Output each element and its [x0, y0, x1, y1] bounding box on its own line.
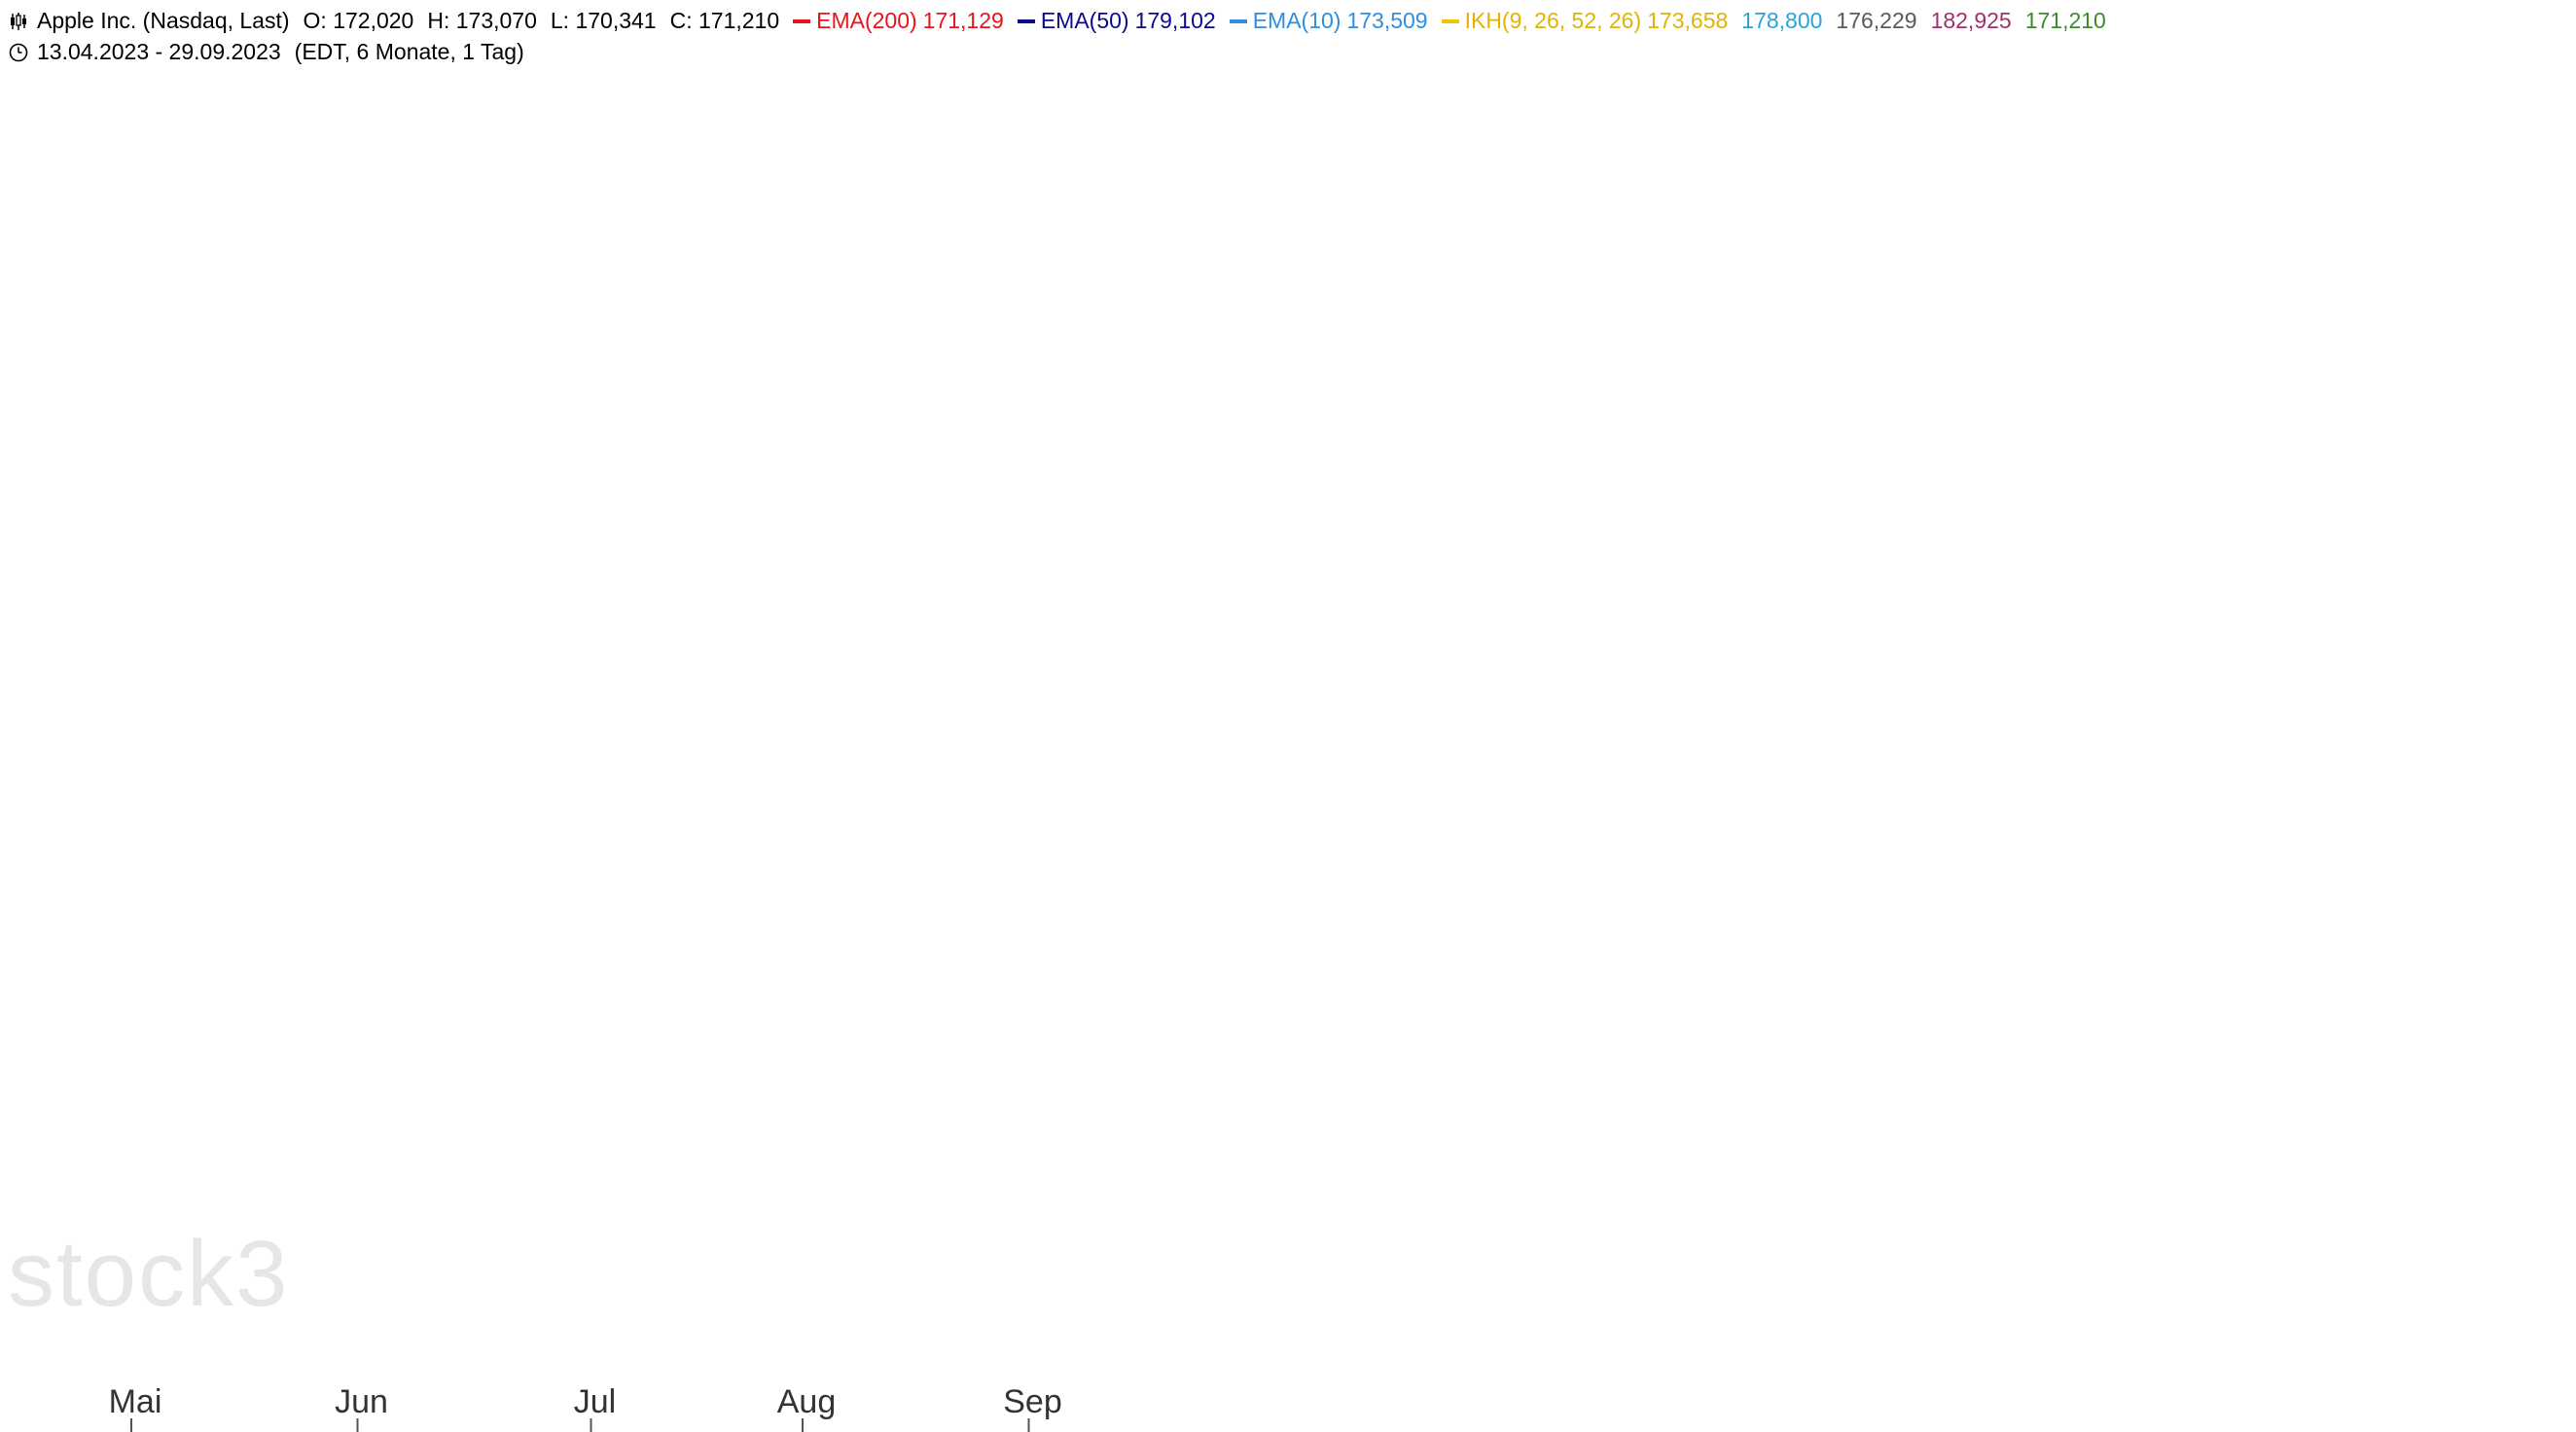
ikh-value-1: 173,658 — [1647, 8, 1729, 33]
candlestick-icon — [11, 12, 26, 30]
chart-subheader: 13.04.2023 - 29.09.2023 (EDT, 6 Monate, … — [8, 39, 538, 65]
ema10-label: EMA(10) — [1252, 8, 1342, 33]
ikh-value-5: 171,210 — [2024, 8, 2106, 33]
x-tick-label: Jun — [335, 1383, 388, 1420]
low-value: L: 170,341 — [550, 8, 657, 33]
ema10-value: 173,509 — [1346, 8, 1428, 33]
open-value: O: 172,020 — [303, 8, 414, 33]
ikh-value-2: 178,800 — [1741, 8, 1823, 33]
instrument-name: Apple Inc. (Nasdaq, Last) — [37, 8, 290, 33]
x-tick-label: Jul — [574, 1383, 616, 1420]
ikh-swatch — [1441, 18, 1459, 23]
axes: 150,000160,000170,000180,000190,000200,0… — [109, 1383, 1062, 1432]
ikh-value-3: 176,229 — [1836, 8, 1917, 33]
ikh-label: IKH(9, 26, 52, 26) — [1464, 8, 1642, 33]
ema200-swatch — [793, 18, 811, 23]
ema50-swatch — [1017, 18, 1035, 23]
ema50-value: 179,102 — [1134, 8, 1216, 33]
chart-header: Apple Inc. (Nasdaq, Last) O: 172,020 H: … — [8, 8, 2120, 34]
close-value: C: 171,210 — [669, 8, 780, 33]
clock-icon — [9, 43, 28, 61]
ema200-value: 171,129 — [922, 8, 1004, 33]
x-tick-label: Sep — [1003, 1383, 1062, 1420]
watermark: stock3 — [8, 1222, 290, 1326]
x-tick-label: Mai — [109, 1383, 162, 1420]
ema10-swatch — [1229, 18, 1247, 23]
date-range: 13.04.2023 - 29.09.2023 — [37, 39, 281, 64]
period-info: (EDT, 6 Monate, 1 Tag) — [294, 39, 524, 64]
ikh-value-4: 182,925 — [1930, 8, 2012, 33]
ema200-label: EMA(200) — [816, 8, 917, 33]
ema50-label: EMA(50) — [1040, 8, 1129, 33]
high-value: H: 173,070 — [427, 8, 537, 33]
x-tick-label: Aug — [777, 1383, 837, 1420]
